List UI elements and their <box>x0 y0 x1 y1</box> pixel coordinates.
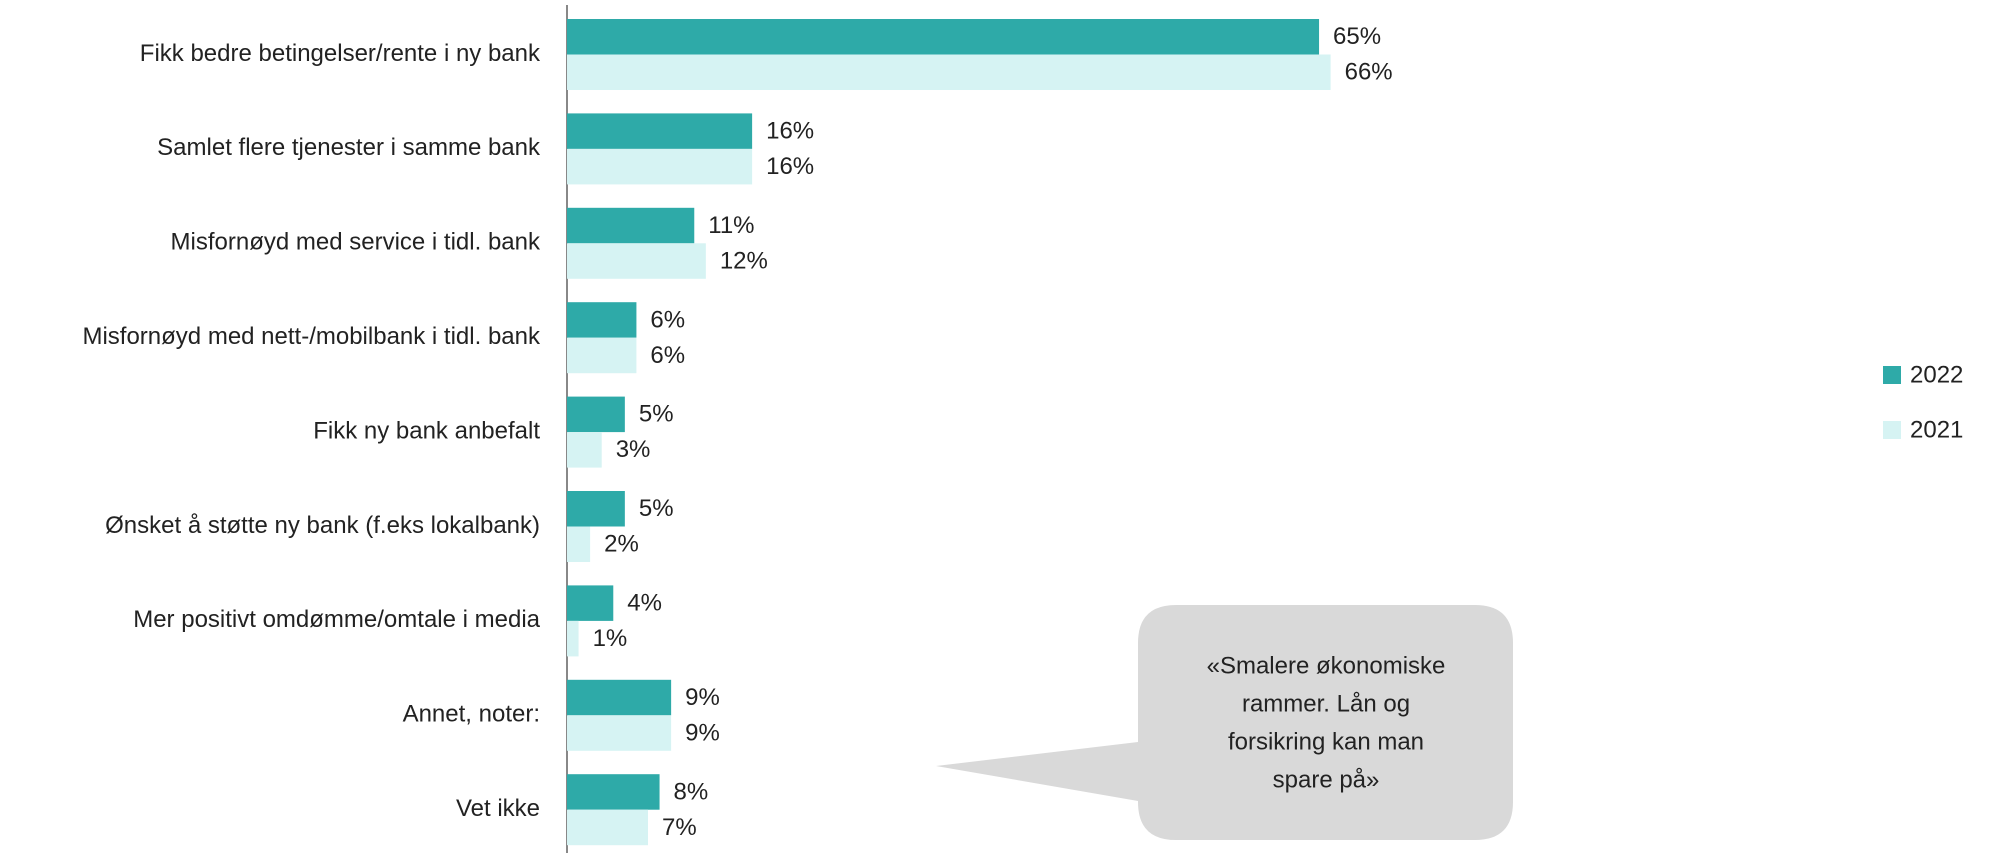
callout-text: rammer. Lån og <box>1242 690 1410 717</box>
value-label: 16% <box>766 153 814 180</box>
callout-text: forsikring kan man <box>1228 728 1424 755</box>
legend-label: 2021 <box>1910 416 1963 443</box>
value-label: 1% <box>593 625 628 652</box>
bar <box>567 774 660 810</box>
bar <box>567 432 602 468</box>
legend-label: 2022 <box>1910 361 1963 388</box>
value-label: 65% <box>1333 23 1381 50</box>
bar <box>567 337 637 374</box>
value-label: 5% <box>639 401 674 428</box>
bar <box>567 19 1320 55</box>
value-label: 11% <box>708 212 754 239</box>
bar <box>567 243 706 279</box>
category-label: Fikk bedre betingelser/rente i ny bank <box>140 40 541 67</box>
callout-text: spare på» <box>1273 766 1380 793</box>
value-label: 7% <box>662 814 697 841</box>
callout-text: «Smalere økonomiske <box>1207 652 1446 679</box>
bar <box>567 396 625 433</box>
value-label: 9% <box>685 719 720 746</box>
bar <box>567 620 579 657</box>
callout-bubble <box>936 605 1513 840</box>
bar <box>567 491 625 527</box>
value-label: 3% <box>616 436 651 463</box>
bar <box>567 526 591 562</box>
category-label: Vet ikke <box>456 795 540 822</box>
value-label: 5% <box>639 495 674 522</box>
category-label: Ønsket å støtte ny bank (f.eks lokalbank… <box>105 512 540 539</box>
value-label: 6% <box>650 306 685 333</box>
category-label: Mer positivt omdømme/omtale i media <box>133 606 540 633</box>
value-label: 12% <box>720 247 768 274</box>
bar <box>567 54 1331 90</box>
value-label: 6% <box>650 342 685 369</box>
bar <box>567 302 637 338</box>
category-label: Fikk ny bank anbefalt <box>313 417 540 444</box>
value-label: 2% <box>604 531 639 558</box>
value-label: 16% <box>766 117 814 144</box>
bar <box>567 113 753 149</box>
value-label: 8% <box>674 778 709 805</box>
category-label: Samlet flere tjenester i samme bank <box>157 134 541 161</box>
bar <box>567 715 672 751</box>
legend-swatch <box>1883 421 1901 439</box>
value-label: 9% <box>685 684 720 711</box>
bar <box>567 809 648 846</box>
legend-swatch <box>1883 366 1901 384</box>
bar <box>567 148 753 185</box>
bar <box>567 207 695 244</box>
category-label: Misfornøyd med nett-/mobilbank i tidl. b… <box>82 323 541 350</box>
bar <box>567 585 614 621</box>
value-label: 4% <box>627 589 662 616</box>
bar <box>567 679 672 716</box>
category-label: Misfornøyd med service i tidl. bank <box>171 229 541 256</box>
category-label: Annet, noter: <box>403 701 540 728</box>
value-label: 66% <box>1345 59 1393 86</box>
